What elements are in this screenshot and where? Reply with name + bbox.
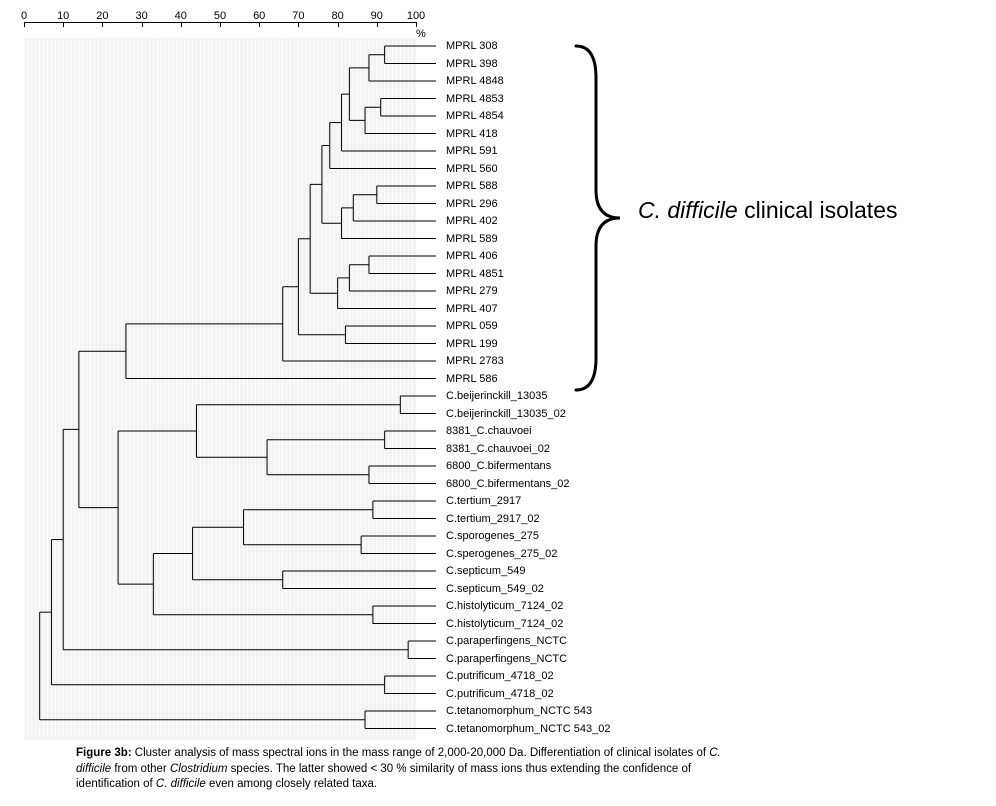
leaf-label: C.paraperfingens_NCTC <box>446 635 567 647</box>
caption-t4: even among closely related taxa. <box>206 778 377 790</box>
leaf-label: MPRL 2783 <box>446 355 504 367</box>
leaf-label: MPRL 589 <box>446 233 498 245</box>
axis-tick-label: 30 <box>135 10 147 22</box>
leaf-label: MPRL 418 <box>446 128 498 140</box>
leaf-label: C.putrificum_4718_02 <box>446 670 554 682</box>
axis-tick-label: 90 <box>371 10 383 22</box>
cluster-annotation: C. difficile clinical isolates <box>638 195 898 226</box>
leaf-label: C.beijerinckill_13035 <box>446 390 548 402</box>
leaf-label: MPRL 199 <box>446 338 498 350</box>
caption-i3: C. difficile <box>156 778 206 790</box>
axis-tick-label: 60 <box>253 10 265 22</box>
leaf-label: C.tertium_2917_02 <box>446 513 540 525</box>
leaf-label: MPRL 296 <box>446 198 498 210</box>
leaf-label: MPRL 4851 <box>446 268 504 280</box>
leaf-label: MPRL 591 <box>446 145 498 157</box>
leaf-label: MPRL 402 <box>446 215 498 227</box>
dendrogram-figure: 0102030405060708090100 % MPRL 308MPRL 39… <box>24 10 524 740</box>
leaf-label: MPRL 588 <box>446 180 498 192</box>
leaf-label: 6800_C.bifermentans_02 <box>446 478 570 490</box>
axis-tick-label: 0 <box>21 10 27 22</box>
leaf-label: 8381_C.chauvoei <box>446 425 532 437</box>
leaf-label: C.sperogenes_275_02 <box>446 548 557 560</box>
leaf-label: MPRL 586 <box>446 373 498 385</box>
leaf-label: MPRL 4854 <box>446 110 504 122</box>
leaf-label: MPRL 4853 <box>446 93 504 105</box>
axis-tick-label: 20 <box>96 10 108 22</box>
annotation-rest: clinical isolates <box>738 197 898 223</box>
leaf-label: MPRL 4848 <box>446 75 504 87</box>
leaf-label: C.histolyticum_7124_02 <box>446 618 563 630</box>
curly-brace <box>570 38 630 398</box>
leaf-label: C.tertium_2917 <box>446 495 521 507</box>
leaf-label: C.septicum_549 <box>446 565 526 577</box>
leaf-label: MPRL 059 <box>446 320 498 332</box>
caption-t2: from other <box>111 763 170 775</box>
leaf-label: MPRL 279 <box>446 285 498 297</box>
leaf-label: C.putrificum_4718_02 <box>446 688 554 700</box>
axis-tick-label: 80 <box>331 10 343 22</box>
leaf-label: MPRL 406 <box>446 250 498 262</box>
caption-t1: Cluster analysis of mass spectral ions i… <box>135 747 709 759</box>
figure-caption: Figure 3b: Cluster analysis of mass spec… <box>76 746 736 793</box>
axis-tick-label: 70 <box>292 10 304 22</box>
leaf-label: MPRL 407 <box>446 303 498 315</box>
leaf-label: C.sporogenes_275 <box>446 530 539 542</box>
leaf-label: MPRL 308 <box>446 40 498 52</box>
axis-tick-label: 50 <box>214 10 226 22</box>
leaf-label: C.beijerinckill_13035_02 <box>446 408 566 420</box>
caption-label: Figure 3b: <box>76 747 132 759</box>
leaf-label: C.histolyticum_7124_02 <box>446 600 563 612</box>
leaf-label: 8381_C.chauvoei_02 <box>446 443 550 455</box>
axis-tick-label: 40 <box>175 10 187 22</box>
caption-i2: Clostridium <box>170 763 228 775</box>
axis-tick-label: 10 <box>57 10 69 22</box>
leaf-label: MPRL 398 <box>446 58 498 70</box>
leaf-label: C.paraperfingens_NCTC <box>446 653 567 665</box>
dendrogram-tree <box>24 38 441 740</box>
leaf-label: C.tetanomorphum_NCTC 543_02 <box>446 723 610 735</box>
leaf-label: 6800_C.bifermentans <box>446 460 551 472</box>
leaf-label: C.septicum_549_02 <box>446 583 544 595</box>
x-axis: 0102030405060708090100 <box>24 10 416 32</box>
leaf-label: C.tetanomorphum_NCTC 543 <box>446 705 592 717</box>
axis-tick-label: 100 <box>407 10 425 22</box>
annotation-italic: C. difficile <box>638 197 738 223</box>
leaf-label: MPRL 560 <box>446 163 498 175</box>
